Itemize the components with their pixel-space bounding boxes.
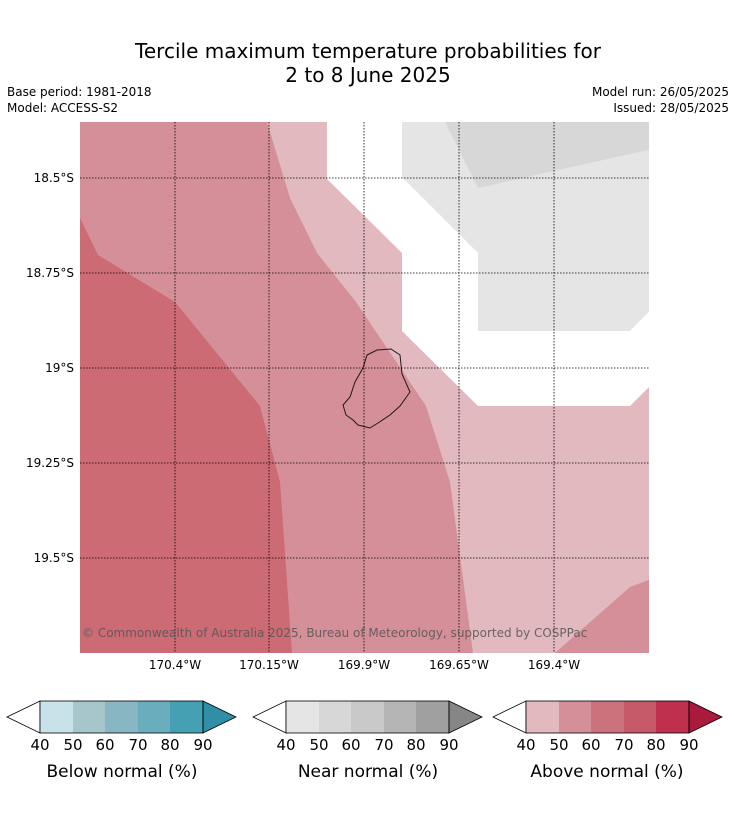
lon-label-3: 169.9°W xyxy=(337,658,391,672)
near-colorbar-max-extend xyxy=(448,700,483,734)
base-period: Base period: 1981-2018 xyxy=(7,85,152,99)
title-line-1: Tercile maximum temperature probabilitie… xyxy=(135,39,601,63)
below-tick-6: 90 xyxy=(193,736,213,754)
lat-label-2: 18.75°S xyxy=(26,266,74,280)
lat-label-5: 19.5°S xyxy=(33,551,74,565)
above-colorbar-bin-5 xyxy=(656,701,689,733)
island-outline xyxy=(342,348,411,429)
above-normal-colorbar xyxy=(492,700,723,734)
below-colorbar-bin-1 xyxy=(40,701,73,733)
above-tick-3: 60 xyxy=(581,736,601,754)
above-colorbar-frame xyxy=(525,700,690,734)
copyright-notice: © Commonwealth of Australia 2025, Bureau… xyxy=(82,626,588,640)
below-normal-colorbar xyxy=(6,700,237,734)
gridlines xyxy=(80,122,649,653)
above-tick-6: 90 xyxy=(679,736,699,754)
model-name: Model: ACCESS-S2 xyxy=(7,101,119,115)
below-tick-1: 40 xyxy=(30,736,50,754)
above-tick-5: 80 xyxy=(646,736,666,754)
above-tick-2: 50 xyxy=(549,736,569,754)
near-tick-2: 50 xyxy=(309,736,329,754)
above-normal-label: Above normal (%) xyxy=(530,762,684,782)
meta-left: Base period: 1981-2018 Model: ACCESS-S2 xyxy=(7,84,152,116)
lat-label-1: 18.5°S xyxy=(33,171,74,185)
near-tick-4: 70 xyxy=(374,736,394,754)
model-run: Model run: 26/05/2025 xyxy=(591,85,729,99)
below-tick-4: 70 xyxy=(128,736,148,754)
near-colorbar-bin-1 xyxy=(286,701,319,733)
lon-label-4: 169.65°W xyxy=(429,658,489,672)
below-colorbar-bin-2 xyxy=(73,701,105,733)
near-colorbar-frame xyxy=(285,700,450,734)
below-tick-5: 80 xyxy=(160,736,180,754)
lon-label-2: 170.15°W xyxy=(239,658,299,672)
lat-label-4: 19.25°S xyxy=(26,456,74,470)
above-colorbar-bin-1 xyxy=(526,701,559,733)
below-colorbar-bin-3 xyxy=(105,701,138,733)
chart-title: Tercile maximum temperature probabilitie… xyxy=(0,39,736,87)
forecast-map xyxy=(80,122,649,653)
below-tick-2: 50 xyxy=(63,736,83,754)
near-tick-6: 90 xyxy=(439,736,459,754)
above-normal-region-50-corner xyxy=(555,580,649,653)
below-colorbar-bin-5 xyxy=(170,701,203,733)
near-normal-region-40 xyxy=(402,122,649,331)
meta-right: Model run: 26/05/2025 Issued: 28/05/2025 xyxy=(592,84,729,116)
below-colorbar-frame xyxy=(39,700,204,734)
near-tick-3: 60 xyxy=(341,736,361,754)
below-colorbar-bin-4 xyxy=(138,701,170,733)
lon-label-5: 169.4°W xyxy=(527,658,581,672)
below-colorbar-max-extend xyxy=(202,700,237,734)
above-colorbar-bin-2 xyxy=(559,701,591,733)
near-tick-1: 40 xyxy=(276,736,296,754)
above-colorbar-bin-3 xyxy=(591,701,624,733)
lon-label-1: 170.4°W xyxy=(148,658,202,672)
above-colorbar-min-extend xyxy=(492,700,527,734)
above-tick-4: 70 xyxy=(614,736,634,754)
map-gap-region xyxy=(402,312,649,406)
above-colorbar-bin-4 xyxy=(624,701,656,733)
lat-label-3: 19°S xyxy=(45,361,74,375)
issued-date: Issued: 28/05/2025 xyxy=(613,101,729,115)
title-line-2: 2 to 8 June 2025 xyxy=(285,63,451,87)
below-colorbar-min-extend xyxy=(6,700,41,734)
below-normal-label: Below normal (%) xyxy=(46,762,198,782)
near-colorbar-bin-3 xyxy=(351,701,384,733)
near-normal-region-50 xyxy=(445,122,649,188)
near-tick-5: 80 xyxy=(406,736,426,754)
near-normal-colorbar xyxy=(252,700,483,734)
near-normal-label: Near normal (%) xyxy=(297,762,439,782)
above-normal-region-60 xyxy=(80,218,292,653)
near-colorbar-bin-4 xyxy=(384,701,416,733)
above-tick-1: 40 xyxy=(516,736,536,754)
near-colorbar-bin-5 xyxy=(416,701,449,733)
near-colorbar-bin-2 xyxy=(319,701,351,733)
above-colorbar-max-extend xyxy=(688,700,723,734)
below-tick-3: 60 xyxy=(95,736,115,754)
near-colorbar-min-extend xyxy=(252,700,287,734)
